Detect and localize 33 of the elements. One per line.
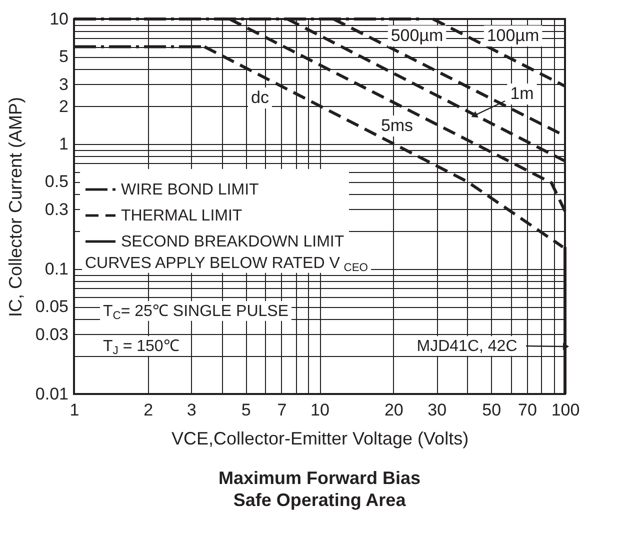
y-tick-label: 0.5 [44,172,68,192]
annotation: 1m [510,84,534,103]
x-tick-label: 10 [310,400,330,420]
x-tick-label: 3 [186,400,196,420]
x-tick-label: 5 [241,400,251,420]
y-tick-label: 0.05 [35,297,68,316]
x-tick-label: 2 [144,400,154,420]
y-tick-label: 0.3 [44,200,68,219]
x-tick-label: 30 [428,400,447,420]
y-tick-label: 0.03 [35,324,68,344]
x-tick-label: 20 [384,400,404,420]
legend-label: THERMAL LIMIT [121,208,242,224]
y-tick-label: 0.01 [35,384,68,404]
x-axis-title: VCE,Collector-Emitter Voltage (Volts) [171,428,469,448]
annotation: dc [251,88,270,107]
y-tick-label: 1 [59,134,68,154]
y-axis-title: IC, Collector Current (AMP) [5,96,26,318]
legend-label: WIRE BOND LIMIT [121,182,260,198]
x-tick-label: 7 [277,400,287,420]
y-tick-label: 10 [50,10,68,28]
annotation: MJD41C, 42C [416,338,518,355]
x-tick-label: 50 [482,400,502,420]
y-tick-label: 2 [59,96,68,116]
annotation: 100µm [486,26,540,45]
x-tick-label: 70 [518,400,537,420]
y-tick-label: 0.1 [44,260,68,278]
legend-label: SECOND BREAKDOWN LIMIT [121,234,344,250]
y-tick-label: 5 [59,47,68,66]
annotation: 5ms [380,116,414,135]
text: Maximum Forward Bias Safe Operating Area [218,468,421,510]
x-tick-label: 100 [551,400,580,420]
y-tick-label: 3 [59,74,68,94]
annotation: 500µm [390,26,444,45]
